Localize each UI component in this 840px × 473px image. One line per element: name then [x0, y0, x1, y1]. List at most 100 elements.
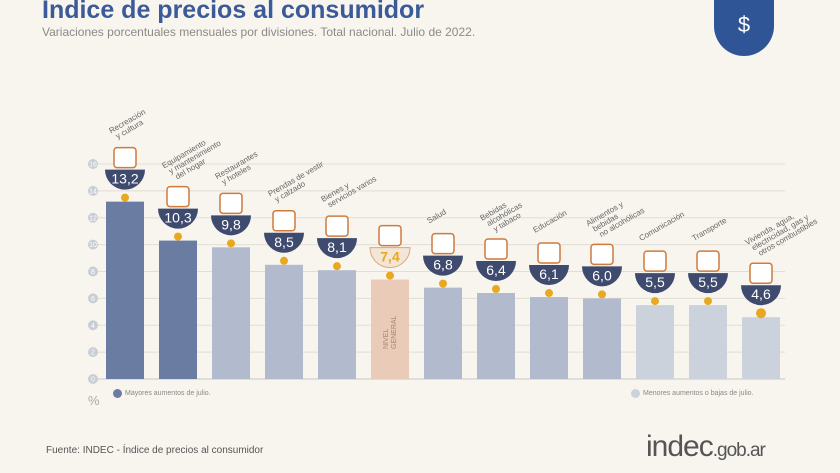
category-icon — [484, 238, 508, 260]
bar — [106, 201, 144, 379]
value-dot — [756, 308, 766, 319]
ytick-label: 14 — [89, 188, 97, 195]
category-icon — [325, 215, 349, 237]
value-dot — [386, 271, 394, 280]
ytick-marker — [88, 159, 98, 169]
value-label: 9,8 — [221, 216, 241, 232]
page-subtitle: Variaciones porcentuales mensuales por d… — [42, 25, 476, 39]
brand-main: indec — [646, 430, 714, 463]
bar — [530, 297, 568, 379]
bar — [371, 279, 409, 379]
ytick-label: 4 — [91, 323, 95, 330]
value-badge — [158, 208, 198, 229]
bar — [636, 305, 674, 379]
value-dot — [704, 297, 712, 306]
bar — [742, 317, 780, 379]
value-badge — [741, 285, 781, 306]
value-badge — [211, 215, 251, 236]
category-icon — [378, 224, 402, 247]
category-label: NIVELGENERAL — [383, 315, 398, 349]
legend-high-swatch — [113, 389, 122, 398]
ytick-label: 8 — [91, 269, 95, 276]
value-badge — [264, 232, 304, 253]
bar — [477, 293, 515, 379]
value-label: 8,1 — [327, 239, 347, 255]
value-label: 6,0 — [592, 267, 612, 283]
legend-low: Menores aumentos o bajas de julio. — [631, 389, 754, 398]
value-badge — [529, 265, 569, 286]
value-label: 6,1 — [539, 266, 559, 282]
category-icon — [219, 192, 243, 215]
value-label: 6,4 — [486, 262, 506, 278]
indec-brand[interactable]: indec.gob.ar — [646, 430, 766, 464]
value-dot — [280, 256, 288, 265]
value-badge — [688, 273, 728, 294]
value-label: 5,5 — [645, 274, 665, 290]
value-label: 5,5 — [698, 274, 718, 290]
value-badge — [582, 266, 622, 287]
value-badge — [423, 255, 463, 276]
brand-suffix: .gob.ar — [712, 440, 766, 461]
bar — [265, 264, 303, 379]
value-dot — [227, 239, 235, 248]
ytick-label: 16 — [89, 162, 97, 169]
category-label: Bebidasalcohólicasy tabaco — [479, 194, 528, 237]
ytick-marker — [88, 320, 98, 331]
bar — [583, 298, 621, 379]
category-label: Salud — [426, 207, 448, 225]
category-label: Restaurantesy hoteles — [214, 149, 264, 188]
value-dot — [492, 285, 500, 293]
legend-high-label: Mayores aumentos de julio. — [125, 390, 211, 397]
ytick-marker — [88, 293, 98, 304]
ytick-marker — [88, 185, 98, 196]
value-badge — [369, 247, 411, 268]
category-icon — [643, 250, 667, 272]
value-dot — [121, 193, 129, 202]
bar — [212, 247, 250, 379]
ytick-marker — [88, 239, 98, 250]
unit-label: % — [88, 393, 100, 408]
value-dot — [333, 262, 341, 271]
ytick-label: 6 — [91, 296, 95, 303]
category-icon — [272, 210, 296, 232]
category-icon — [113, 146, 137, 169]
category-label: Bienes yservicios varios — [320, 167, 378, 211]
page-title: Indice de precios al consumidor — [42, 0, 425, 24]
bar — [159, 240, 197, 379]
category-icon — [166, 185, 190, 208]
value-badge — [476, 261, 516, 281]
value-dot — [439, 279, 447, 288]
ytick-label: 10 — [89, 242, 97, 249]
bar — [689, 305, 727, 379]
ytick-label: 2 — [91, 350, 95, 357]
ytick-label: 0 — [91, 377, 95, 384]
category-icon — [431, 232, 455, 255]
value-label: 8,5 — [274, 234, 294, 250]
category-label: Comunicación — [638, 210, 686, 243]
category-label: Transporte — [691, 216, 729, 243]
value-dot — [598, 290, 606, 299]
bar — [424, 287, 462, 379]
price-tag-logo-icon: $ — [714, 0, 774, 56]
ytick-marker — [88, 212, 98, 223]
legend-low-swatch — [631, 389, 640, 398]
legend-low-label: Menores aumentos o bajas de julio. — [643, 390, 754, 397]
value-badge — [635, 273, 675, 294]
category-label: Vivienda, agua,electricidad, gas yotros … — [744, 203, 819, 261]
value-label: 7,4 — [380, 249, 400, 265]
category-icon — [696, 250, 720, 272]
ytick-marker — [88, 347, 98, 358]
ytick-marker — [88, 266, 98, 277]
bar — [318, 270, 356, 379]
legend-high: Mayores aumentos de julio. — [113, 389, 211, 398]
value-label: 6,8 — [433, 257, 453, 273]
source-note: Fuente: INDEC - Índice de precios al con… — [46, 445, 264, 456]
category-label: Educación — [532, 208, 569, 234]
category-label: Recreacióny cultura — [108, 107, 152, 142]
category-icon — [590, 243, 614, 266]
value-label: 4,6 — [751, 286, 771, 302]
category-icon — [749, 262, 773, 284]
value-label: 10,3 — [164, 210, 191, 226]
value-dot — [651, 297, 659, 306]
